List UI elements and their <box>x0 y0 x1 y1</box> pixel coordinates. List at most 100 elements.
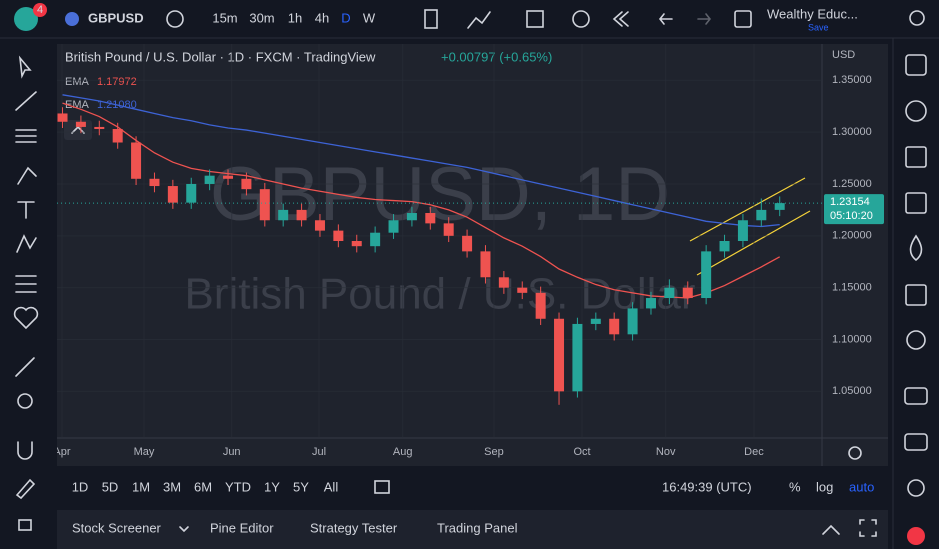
panel-tab[interactable]: Strategy Tester <box>310 520 398 535</box>
candle-body <box>462 235 473 252</box>
candle-body <box>131 142 142 179</box>
candle-body <box>645 298 656 309</box>
legend-name: EMA <box>65 76 90 88</box>
y-tick-label: 1.15000 <box>832 282 872 294</box>
interval[interactable]: W <box>363 10 376 25</box>
zoom-tool[interactable] <box>17 393 33 409</box>
ideas-icon[interactable] <box>905 192 927 214</box>
panel-tab[interactable]: Stock Screener <box>72 520 162 535</box>
chart-type-icon[interactable] <box>424 9 438 29</box>
hotlist-icon[interactable] <box>909 234 923 262</box>
text-tool[interactable] <box>17 201 35 219</box>
candle-body <box>370 232 381 247</box>
candle-body <box>204 175 215 184</box>
messages-icon[interactable] <box>904 433 928 451</box>
candle-body <box>388 220 399 233</box>
auto-scale[interactable]: auto <box>849 479 874 494</box>
range-button[interactable]: 5Y <box>293 479 309 494</box>
watchlist-icon[interactable] <box>905 54 927 76</box>
calendar-icon[interactable] <box>905 284 927 306</box>
fib-tool[interactable] <box>15 129 37 143</box>
chats-icon[interactable] <box>904 387 928 405</box>
candle-body <box>554 318 565 392</box>
percent-scale[interactable]: % <box>789 479 801 494</box>
log-scale[interactable]: log <box>816 479 833 494</box>
candle-body <box>351 241 362 247</box>
save-label[interactable]: Save <box>808 22 829 32</box>
candle-body <box>682 287 693 299</box>
range-button[interactable]: 3M <box>163 479 181 494</box>
channel-upper[interactable] <box>689 177 806 242</box>
range-button[interactable]: 1M <box>132 479 150 494</box>
lock-drawing-tool[interactable] <box>15 478 36 500</box>
range-button[interactable]: All <box>324 479 339 494</box>
candle-body <box>664 287 675 299</box>
symbol[interactable]: GBPUSD <box>88 10 144 25</box>
help-icon[interactable] <box>907 527 925 545</box>
fullscreen-panel[interactable] <box>859 519 877 537</box>
interval[interactable]: 4h <box>315 10 329 25</box>
magnet-tool[interactable] <box>17 441 33 460</box>
redo-icon[interactable] <box>697 13 712 25</box>
interval[interactable]: 30m <box>249 10 274 25</box>
search-icon[interactable] <box>909 10 925 26</box>
candle-body <box>167 186 178 203</box>
x-tick-label: Jun <box>223 446 241 458</box>
panel-tab[interactable]: Trading Panel <box>437 520 518 535</box>
clock: 16:49:39 (UTC) <box>662 479 752 494</box>
interval[interactable]: 1h <box>288 10 302 25</box>
interval[interactable]: 15m <box>212 10 237 25</box>
maximize-panel[interactable] <box>822 524 840 535</box>
templates-icon[interactable] <box>526 10 544 28</box>
prediction-tool[interactable] <box>15 275 37 293</box>
y-tick-label: 1.35000 <box>832 74 872 86</box>
date-range-icon[interactable] <box>374 480 390 494</box>
candle-body <box>737 220 748 241</box>
panel-tab[interactable]: Pine Editor <box>210 520 274 535</box>
fullscreen-icon[interactable] <box>734 10 752 28</box>
y-tick-label: 1.05000 <box>832 385 872 397</box>
news-icon[interactable] <box>905 146 927 168</box>
last-price-box <box>824 194 884 225</box>
candle-body <box>57 113 68 122</box>
insights-icon[interactable] <box>906 330 926 350</box>
trend-tool[interactable] <box>15 91 37 111</box>
replay-icon[interactable] <box>612 11 629 27</box>
x-tick-label: Sep <box>484 446 504 458</box>
range-button[interactable]: 5D <box>102 479 119 494</box>
ruler-tool[interactable] <box>15 357 35 377</box>
range-button[interactable]: 1Y <box>264 479 280 494</box>
compare-icon[interactable] <box>166 10 184 28</box>
undo-icon[interactable] <box>658 13 673 25</box>
candle-body <box>223 175 234 179</box>
legend-value: 1.17972 <box>97 76 137 88</box>
badge <box>33 3 47 17</box>
y-tick-label: 1.10000 <box>832 333 872 345</box>
streams-icon[interactable] <box>907 479 925 497</box>
alert-icon[interactable] <box>572 10 590 28</box>
brush-tool[interactable] <box>17 166 37 185</box>
y-tick-label: 1.25000 <box>832 178 872 190</box>
indicators-icon[interactable] <box>467 11 491 29</box>
candle-body <box>406 213 417 221</box>
pattern-tool[interactable] <box>16 234 37 253</box>
alerts-icon[interactable] <box>905 100 927 122</box>
x-tick-label: Apr <box>53 446 70 458</box>
layout-name[interactable]: Wealthy Educ... <box>767 6 858 21</box>
lock-tool[interactable] <box>18 519 32 531</box>
screener-arrow[interactable] <box>179 526 189 533</box>
favorites-tool[interactable] <box>13 306 39 330</box>
settings-icon[interactable] <box>848 446 862 460</box>
plot: Apr May Jun Jul Aug Sep Oct Nov Dec <box>53 44 822 458</box>
range-button[interactable]: YTD <box>225 479 251 494</box>
range-button[interactable]: 6M <box>194 479 212 494</box>
interval[interactable]: D <box>341 10 350 25</box>
range-button[interactable]: 1D <box>72 479 89 494</box>
candle-body <box>498 277 509 288</box>
candle-body <box>756 209 767 221</box>
watermark-symbol: GBPUSD, 1D <box>210 152 670 237</box>
logo[interactable] <box>14 7 38 31</box>
watermark-name: British Pound / U.S. Dollar <box>184 270 695 319</box>
cursor-tool[interactable] <box>18 55 32 79</box>
collapse-arrow <box>71 125 85 134</box>
